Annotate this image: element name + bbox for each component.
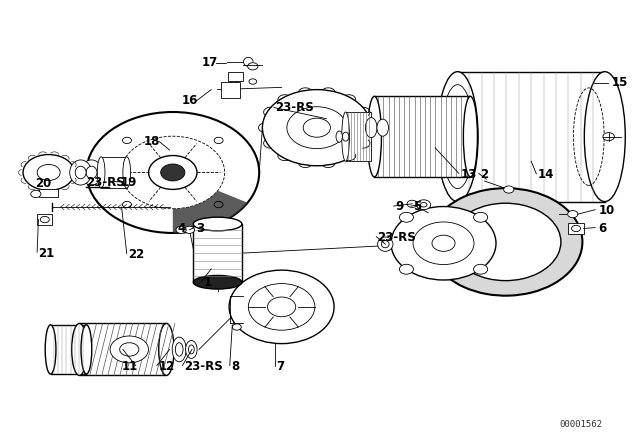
Text: 9: 9 [396, 200, 404, 214]
Circle shape [184, 226, 195, 233]
Circle shape [161, 164, 185, 181]
Text: 21: 21 [38, 246, 54, 260]
Text: 16: 16 [182, 94, 198, 108]
Ellipse shape [342, 132, 349, 141]
Circle shape [232, 324, 241, 330]
Circle shape [399, 264, 413, 274]
Ellipse shape [378, 237, 393, 251]
Ellipse shape [81, 325, 92, 374]
Bar [193, 224, 242, 282]
Circle shape [176, 226, 186, 233]
Bar [101, 157, 127, 188]
Ellipse shape [336, 131, 342, 142]
Circle shape [568, 211, 578, 218]
Text: 23-RS: 23-RS [184, 360, 223, 373]
Text: 17: 17 [202, 56, 218, 69]
Ellipse shape [437, 72, 478, 202]
Ellipse shape [97, 157, 105, 188]
Circle shape [23, 155, 74, 190]
Text: 8: 8 [232, 360, 240, 373]
Text: 00001562: 00001562 [559, 420, 603, 429]
Ellipse shape [45, 325, 56, 374]
Text: 6: 6 [598, 222, 607, 235]
Text: 22: 22 [128, 248, 144, 261]
Circle shape [37, 164, 60, 181]
Circle shape [474, 264, 488, 274]
Circle shape [31, 190, 41, 198]
Ellipse shape [193, 217, 242, 231]
Bar [568, 223, 584, 234]
Bar [458, 72, 605, 202]
Ellipse shape [70, 160, 92, 185]
Ellipse shape [584, 72, 625, 202]
Circle shape [407, 200, 417, 207]
Bar [79, 323, 166, 375]
Polygon shape [447, 188, 582, 296]
Text: 3: 3 [196, 222, 204, 235]
Ellipse shape [193, 276, 242, 289]
Circle shape [248, 284, 315, 330]
Ellipse shape [463, 96, 477, 177]
Circle shape [249, 79, 257, 84]
Circle shape [148, 155, 197, 190]
Circle shape [399, 212, 413, 222]
Bar [37, 214, 52, 225]
Text: 20: 20 [35, 177, 51, 190]
Ellipse shape [76, 166, 86, 179]
Text: 23-RS: 23-RS [275, 101, 314, 114]
Bar [51, 325, 86, 374]
Text: 11: 11 [122, 360, 138, 373]
Ellipse shape [186, 340, 197, 358]
Polygon shape [173, 191, 248, 233]
Text: 14: 14 [538, 168, 554, 181]
Text: 15: 15 [611, 76, 628, 90]
Circle shape [262, 90, 371, 166]
Text: 23-RS: 23-RS [378, 231, 417, 244]
Circle shape [474, 212, 488, 222]
Text: 4: 4 [177, 222, 186, 235]
Text: 5: 5 [413, 200, 421, 214]
Circle shape [391, 207, 496, 280]
Text: 18: 18 [143, 134, 160, 148]
Circle shape [110, 336, 148, 363]
Ellipse shape [86, 166, 97, 179]
Bar [221, 82, 240, 98]
Ellipse shape [417, 200, 431, 210]
Text: 23-RS: 23-RS [86, 176, 125, 189]
Bar [374, 96, 470, 177]
Ellipse shape [123, 157, 131, 188]
Text: 7: 7 [276, 360, 285, 373]
Circle shape [229, 270, 334, 344]
Circle shape [603, 133, 614, 141]
Ellipse shape [377, 119, 388, 136]
Ellipse shape [367, 96, 381, 177]
Ellipse shape [81, 160, 102, 185]
Text: 13: 13 [461, 168, 477, 181]
Circle shape [248, 63, 258, 70]
Text: 10: 10 [598, 204, 614, 217]
Ellipse shape [365, 117, 377, 138]
Text: 12: 12 [159, 360, 175, 373]
Circle shape [413, 222, 474, 265]
Text: 2: 2 [480, 168, 488, 181]
Circle shape [86, 112, 259, 233]
Bar [228, 72, 243, 81]
Text: 1: 1 [204, 276, 212, 289]
Circle shape [504, 186, 514, 193]
Ellipse shape [342, 112, 349, 161]
Ellipse shape [172, 337, 186, 362]
Ellipse shape [159, 323, 174, 375]
Bar [39, 189, 58, 197]
Text: 19: 19 [120, 176, 137, 189]
Bar [346, 112, 371, 161]
Ellipse shape [72, 323, 87, 375]
